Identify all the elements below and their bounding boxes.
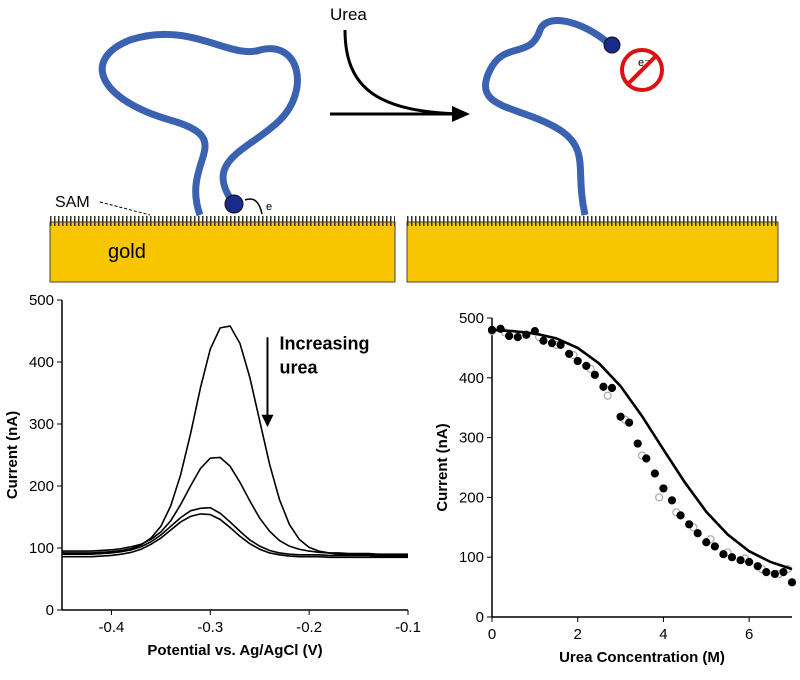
blocked-sign — [620, 48, 664, 92]
blocked-sign — [626, 54, 658, 86]
data-point — [590, 370, 599, 379]
data-point — [607, 383, 617, 393]
x-tick-label: 6 — [745, 626, 753, 643]
label-leader — [99, 201, 151, 216]
y-tick-label: 0 — [46, 602, 54, 619]
series-line — [62, 325, 408, 557]
data-point — [642, 454, 651, 463]
y-tick-label: 0 — [476, 609, 484, 626]
annotation: Increasing — [279, 334, 369, 354]
data-point — [650, 469, 659, 478]
data-point — [667, 496, 677, 505]
sam-label: SAM — [55, 194, 90, 211]
y-tick-label: 100 — [459, 549, 484, 566]
y-tick-label: 200 — [29, 478, 54, 495]
data-point — [702, 538, 711, 547]
data-point — [655, 493, 664, 502]
y-axis-title: Current (nA) — [434, 423, 451, 511]
data-point — [762, 568, 771, 577]
electron-arrow — [244, 198, 263, 215]
gold-label: gold — [108, 241, 146, 263]
data-point — [719, 550, 728, 559]
data-point — [676, 511, 685, 520]
data-point — [779, 568, 788, 577]
data-point — [753, 562, 762, 571]
x-axis-title: Potential vs. Ag/AgCl (V) — [147, 642, 322, 659]
x-tick-label: -0.4 — [98, 619, 124, 636]
arrow-head — [452, 106, 470, 122]
gold-electrode — [49, 221, 396, 283]
redox-reporter — [224, 194, 244, 214]
y-tick-label: 100 — [29, 540, 54, 557]
data-point — [513, 333, 522, 342]
x-axis-title: Urea Concentration (M) — [559, 649, 725, 666]
data-point — [505, 331, 514, 341]
curved-arrow — [343, 29, 463, 116]
data-point — [633, 439, 642, 448]
y-tick-label: 200 — [459, 489, 484, 506]
data-point — [565, 349, 574, 358]
data-point — [603, 391, 612, 400]
data-point — [736, 556, 745, 565]
x-tick-label: 2 — [574, 626, 582, 643]
y-tick-label: 400 — [29, 354, 54, 371]
y-tick-label: 400 — [459, 370, 484, 387]
data-point — [582, 361, 591, 370]
x-tick-label: -0.2 — [296, 619, 322, 636]
x-tick-label: -0.1 — [395, 619, 421, 636]
data-point — [625, 418, 634, 427]
y-axis-title: Current (nA) — [4, 411, 21, 499]
data-point — [745, 557, 754, 567]
data-point — [539, 336, 548, 345]
series-line — [62, 456, 408, 555]
gold-electrode — [406, 221, 779, 283]
dna-strand — [481, 17, 613, 216]
data-point — [770, 569, 779, 579]
y-tick-label: 300 — [459, 430, 484, 447]
data-point — [659, 484, 668, 493]
series-line — [62, 513, 408, 559]
x-tick-label: -0.3 — [197, 619, 223, 636]
data-point — [616, 412, 625, 421]
reagent-label: Urea — [330, 5, 367, 24]
data-point — [787, 578, 797, 587]
series-line — [491, 328, 793, 571]
electron-label: e — [266, 201, 272, 213]
data-point — [573, 356, 582, 366]
x-tick-label: 0 — [488, 626, 496, 643]
annotation-arrow-head — [261, 414, 274, 428]
data-point — [710, 542, 719, 551]
electron-label: e⁻ — [638, 57, 650, 69]
data-point — [599, 382, 608, 391]
schematic: Urea SAM gold e e⁻ — [49, 5, 779, 283]
data-point — [693, 529, 702, 538]
y-tick-label: 500 — [29, 292, 54, 309]
data-point — [727, 553, 737, 562]
y-tick-label: 500 — [459, 310, 484, 327]
x-tick-label: 4 — [659, 626, 667, 643]
dna-strand — [98, 30, 301, 217]
y-tick-label: 300 — [29, 416, 54, 433]
redox-reporter — [603, 36, 621, 54]
annotation: urea — [279, 358, 318, 378]
data-point — [685, 520, 694, 529]
data-point — [547, 339, 557, 348]
series-line — [62, 506, 408, 557]
